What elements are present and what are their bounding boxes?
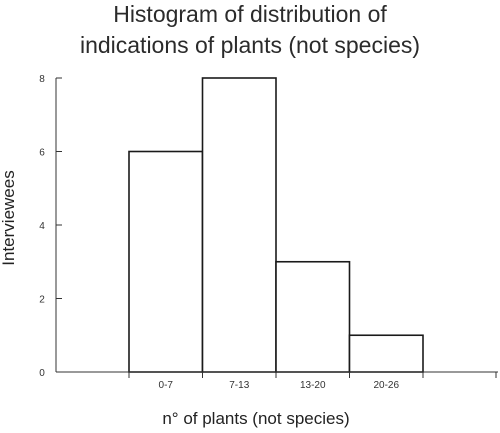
bars-group xyxy=(128,77,424,373)
x-tick-label-20-26: 20-26 xyxy=(373,380,399,391)
bar-13-20 xyxy=(275,260,351,373)
y-tick-label: 6 xyxy=(39,148,45,159)
y-tick-label: 8 xyxy=(39,74,45,85)
bar-0-7 xyxy=(128,150,204,373)
y-tick-label: 2 xyxy=(39,295,45,306)
bar-7-13 xyxy=(201,77,277,373)
y-tick-label: 4 xyxy=(39,221,45,232)
x-ticks-group: 0-7 7-13 13-20 20-26 xyxy=(128,372,497,391)
x-tick-label-7-13: 7-13 xyxy=(229,380,249,391)
bar-20-26 xyxy=(348,334,424,373)
y-ticks-group: 0 2 4 6 8 xyxy=(39,74,62,379)
y-tick-label: 0 xyxy=(39,368,45,379)
chart-title-line-1: Histogram of distribution of xyxy=(113,1,387,27)
chart-title-line-2: indications of plants (not species) xyxy=(80,32,420,58)
x-tick-label-0-7: 0-7 xyxy=(159,380,174,391)
x-tick-label-13-20: 13-20 xyxy=(300,380,326,391)
y-axis-label: Interviewees xyxy=(0,170,18,265)
x-axis-label: n° of plants (not species) xyxy=(162,409,349,428)
